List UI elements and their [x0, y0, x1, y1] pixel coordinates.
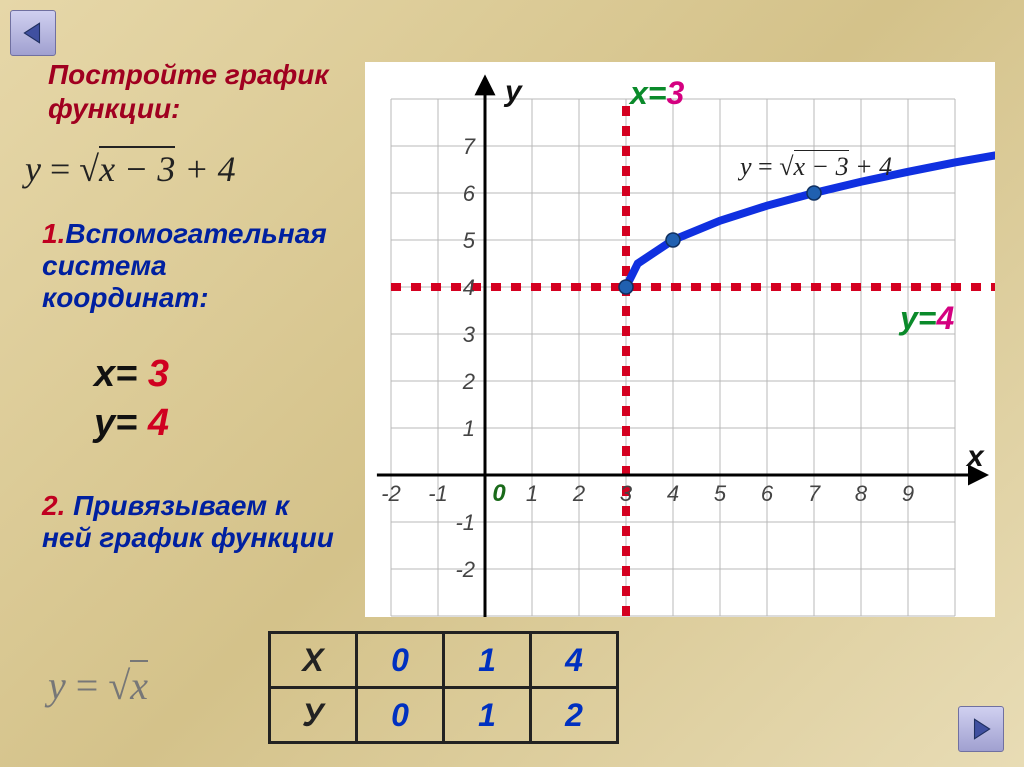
svg-text:3: 3	[463, 322, 476, 347]
svg-text:-1: -1	[455, 510, 475, 535]
step2-text: 2. Привязываем к ней график функции	[42, 490, 334, 554]
svg-text:9: 9	[902, 481, 914, 506]
svg-text:-2: -2	[455, 557, 475, 582]
aux-coord-values: x= 3 y= 4	[94, 350, 169, 449]
svg-text:7: 7	[463, 134, 476, 159]
table-row: X 0 1 4	[270, 633, 618, 688]
svg-text:7: 7	[808, 481, 821, 506]
svg-text:2: 2	[462, 369, 475, 394]
table-header-y: У	[270, 688, 357, 743]
y-axis-label: у	[505, 75, 522, 109]
graph-svg: -2 -1 1 2 3 4 5 6 7 8 9 -2 -1 1 2 3 4 5 6 7 0	[365, 62, 995, 617]
table-cell: 0	[357, 633, 444, 688]
nav-back-button[interactable]	[10, 10, 56, 56]
asymptote-y-label: y=4	[900, 300, 954, 337]
table-cell: 1	[444, 633, 531, 688]
triangle-left-icon	[20, 20, 46, 46]
asymptote-x-label: x=3	[630, 75, 684, 112]
svg-text:1: 1	[463, 416, 475, 441]
xy-table: X 0 1 4 У 0 1 2	[268, 631, 619, 744]
sqrt-formula: y = √x	[48, 662, 148, 709]
title-line1: Постройте график	[48, 59, 329, 90]
curve-formula-label: y = √x − 3 + 4	[740, 152, 892, 182]
table-cell: 1	[444, 688, 531, 743]
svg-text:2: 2	[572, 481, 585, 506]
graph-panel: -2 -1 1 2 3 4 5 6 7 8 9 -2 -1 1 2 3 4 5 6 7 0	[365, 62, 995, 617]
svg-text:4: 4	[667, 481, 679, 506]
svg-text:1: 1	[526, 481, 538, 506]
svg-text:6: 6	[761, 481, 774, 506]
svg-text:4: 4	[463, 275, 475, 300]
triangle-right-icon	[968, 716, 994, 742]
main-formula: y = √x − 3 + 4	[25, 148, 236, 190]
table-header-x: X	[270, 633, 357, 688]
svg-text:5: 5	[463, 228, 476, 253]
x-axis-label: х	[967, 440, 984, 474]
svg-text:0: 0	[492, 480, 506, 507]
svg-text:5: 5	[714, 481, 727, 506]
table-cell: 0	[357, 688, 444, 743]
step1-text: 1.Вспомогательная система координат:	[42, 218, 327, 314]
title-line2: функции:	[48, 93, 180, 124]
svg-text:-1: -1	[428, 481, 448, 506]
slide-title: Постройте график функции:	[48, 58, 329, 125]
svg-text:8: 8	[855, 481, 868, 506]
table-cell: 4	[531, 633, 618, 688]
nav-next-button[interactable]	[958, 706, 1004, 752]
svg-text:-2: -2	[381, 481, 401, 506]
svg-text:3: 3	[620, 481, 633, 506]
svg-text:6: 6	[463, 181, 476, 206]
table-row: У 0 1 2	[270, 688, 618, 743]
table-cell: 2	[531, 688, 618, 743]
